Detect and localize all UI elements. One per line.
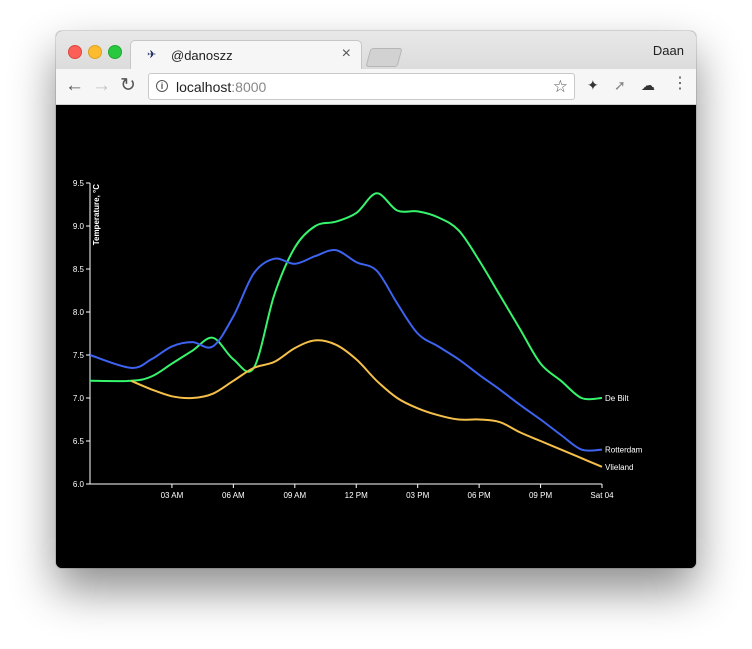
browser-tab[interactable]: ✈ @danoszz × [130, 40, 362, 69]
x-tick-label: 03 PM [406, 491, 429, 500]
x-tick-label: 06 AM [222, 491, 245, 500]
series-label-rotterdam: Rotterdam [605, 446, 643, 455]
y-tick-label: 7.0 [73, 394, 85, 403]
x-tick-label: 06 PM [468, 491, 491, 500]
x-tick-label: 12 PM [345, 491, 368, 500]
x-tick-label: 09 PM [529, 491, 552, 500]
x-tick-label: 09 AM [283, 491, 306, 500]
y-tick-label: 6.0 [73, 480, 85, 489]
bird-icon: ✈ [147, 49, 157, 61]
page-content: 6.0 6.5 7.0 7.5 8.0 8.5 9.0 9.5 03 AM 06 AM 09 AM 1… [56, 105, 696, 568]
close-window-button[interactable] [68, 45, 82, 59]
reload-icon[interactable]: ↻ [120, 75, 136, 96]
new-tab-button[interactable] [365, 48, 403, 67]
y-axis-label: Temperature, °C [92, 184, 101, 246]
series-line-rotterdam [89, 248, 603, 452]
x-tick-label: Sat 04 [590, 491, 614, 500]
series-line-vlieland [130, 339, 603, 468]
star-icon[interactable]: ☆ [552, 77, 568, 96]
maximize-window-button[interactable] [108, 45, 122, 59]
address-bar[interactable]: i localhost:8000 ☆ [148, 73, 575, 100]
url-host: localhost [176, 79, 232, 95]
y-tick-label: 8.0 [73, 308, 85, 317]
y-tick-label: 9.0 [73, 222, 85, 231]
ninja-extension-icon[interactable]: ✦ [587, 77, 599, 93]
url-text[interactable]: localhost:8000 [176, 79, 266, 95]
menu-dots-icon[interactable]: ⋮ [672, 75, 688, 92]
browser-window: ✈ @danoszz × Daan ← → ↻ i localhost:8000… [56, 31, 696, 568]
y-tick-label: 6.5 [73, 437, 85, 446]
series-label-de-bilt: De Bilt [605, 394, 629, 403]
url-port: :8000 [231, 79, 267, 95]
minimize-window-button[interactable] [88, 45, 102, 59]
tab-close-button[interactable]: × [341, 45, 351, 62]
tab-title: @danoszz [171, 48, 233, 63]
x-tick-label: 03 AM [161, 491, 184, 500]
y-tick-label: 7.5 [73, 351, 85, 360]
series-label-vlieland: Vlieland [605, 463, 633, 472]
y-tick-label: 8.5 [73, 265, 85, 274]
title-bar: ✈ @danoszz × Daan [56, 31, 696, 69]
series-line-de-bilt [89, 192, 603, 401]
y-tick-label: 9.5 [73, 179, 85, 188]
profile-name[interactable]: Daan [652, 43, 684, 58]
temperature-line-chart: 6.0 6.5 7.0 7.5 8.0 8.5 9.0 9.5 03 AM 06 AM 09 AM 1… [73, 179, 643, 500]
back-arrow-icon[interactable]: ← [65, 75, 84, 96]
runner-extension-icon[interactable]: ➚ [614, 77, 626, 93]
info-icon[interactable]: i [156, 80, 168, 92]
forward-arrow-icon[interactable]: → [92, 75, 111, 96]
cloud-icon[interactable]: ☁ [641, 77, 655, 93]
browser-toolbar: ← → ↻ i localhost:8000 ☆ ✦ ➚ ☁ ⋮ [56, 69, 696, 105]
